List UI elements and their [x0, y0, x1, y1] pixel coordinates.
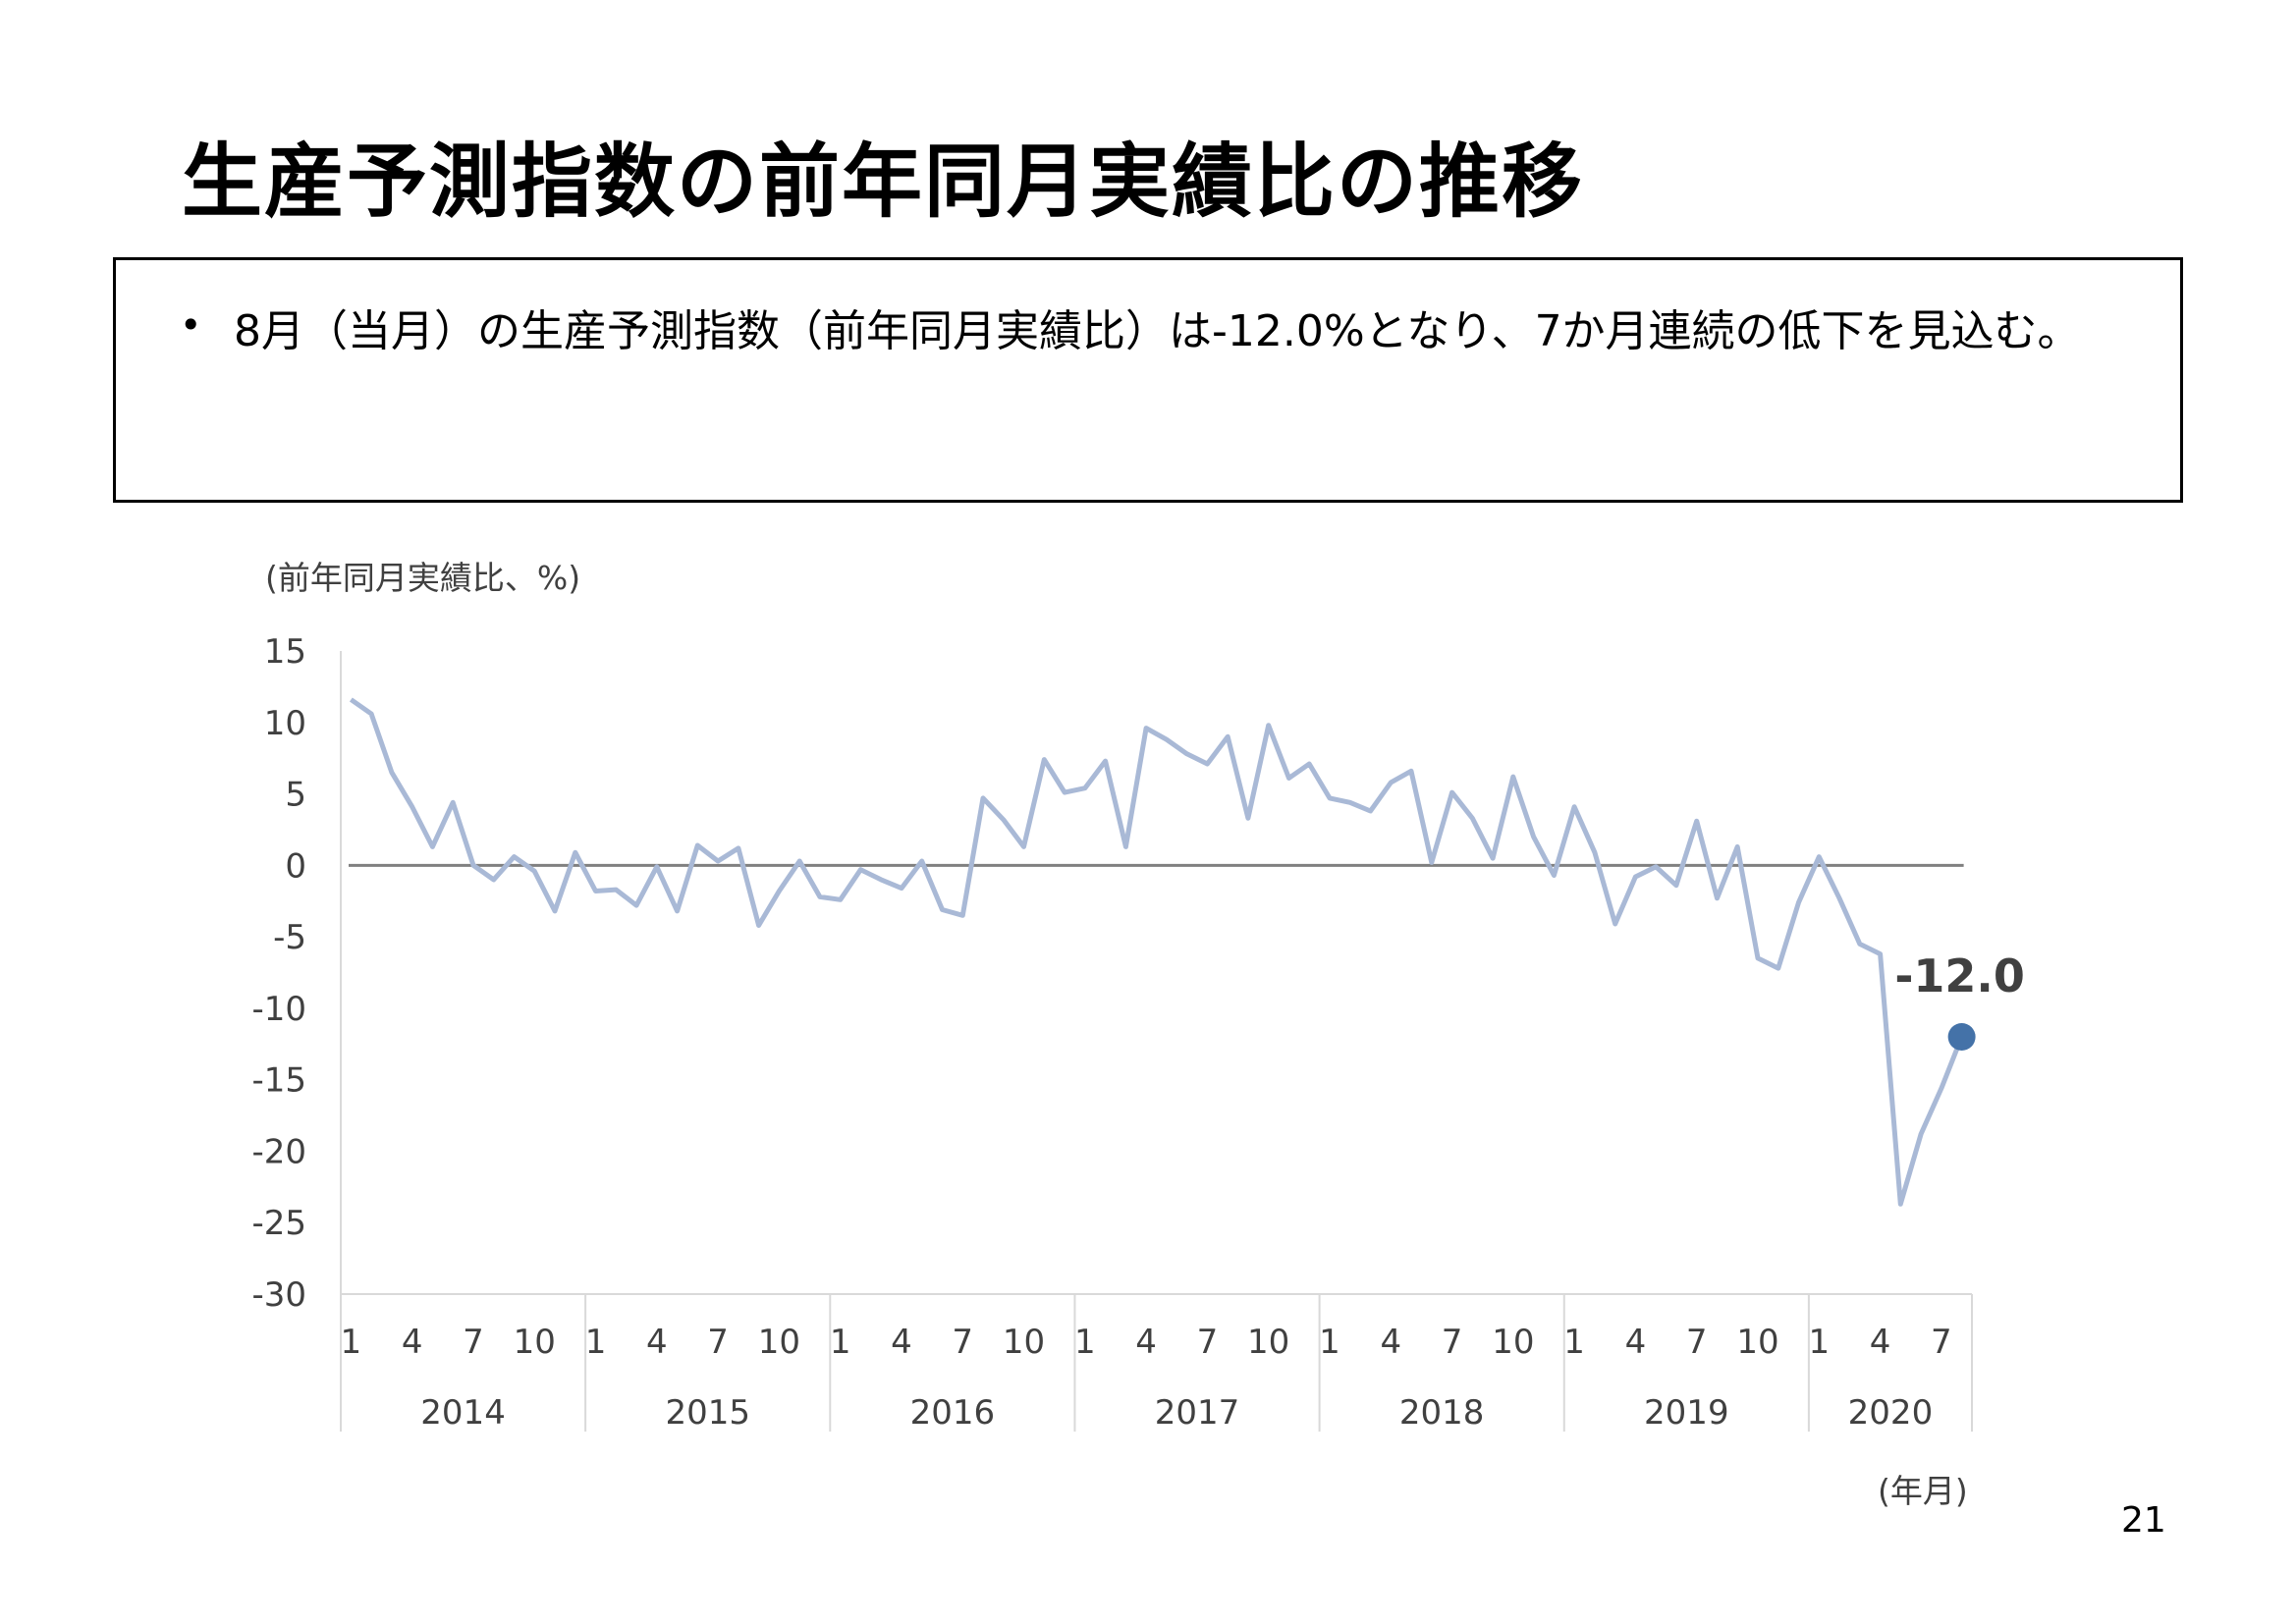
x-month-tick-label: 4: [646, 1323, 668, 1362]
x-month-tick-label: 7: [463, 1323, 484, 1362]
x-year-label: 2017: [1155, 1393, 1240, 1433]
y-axis-label: (前年同月実績比、%): [265, 559, 581, 597]
x-month-tick-label: 10: [758, 1323, 800, 1362]
x-month-tick-label: 1: [585, 1323, 607, 1362]
highlight-point: [1947, 1023, 1976, 1051]
y-tick-label: 0: [285, 846, 306, 886]
x-month-tick-label: 1: [1808, 1323, 1830, 1362]
x-year-label: 2018: [1399, 1393, 1485, 1433]
x-month-tick-label: 4: [1870, 1323, 1891, 1362]
x-month-tick-label: 10: [1492, 1323, 1534, 1362]
y-tick-label: -5: [273, 918, 306, 957]
x-month-tick-label: 1: [830, 1323, 851, 1362]
x-axis-label: (年月): [1878, 1472, 1968, 1510]
y-tick-label: 5: [285, 776, 306, 815]
x-month-tick-label: 4: [1625, 1323, 1647, 1362]
x-year-label: 2014: [420, 1393, 506, 1433]
x-month-tick-label: 7: [1931, 1323, 1952, 1362]
series-line: [349, 697, 1964, 1207]
y-tick-label: -10: [251, 990, 306, 1029]
x-month-tick-label: 1: [341, 1323, 362, 1362]
x-month-tick-label: 10: [1247, 1323, 1289, 1362]
x-month-tick-label: 1: [1319, 1323, 1340, 1362]
x-month-tick-label: 1: [1563, 1323, 1585, 1362]
x-month-tick-label: 10: [1003, 1323, 1045, 1362]
page-number: 21: [2121, 1500, 2166, 1541]
x-month-tick-label: 4: [402, 1323, 423, 1362]
x-month-tick-label: 7: [707, 1323, 729, 1362]
highlight-data-label: -12.0: [1894, 949, 2025, 1002]
x-month-tick-label: 7: [952, 1323, 973, 1362]
x-month-tick-label: 7: [1197, 1323, 1219, 1362]
x-year-label: 2015: [665, 1393, 750, 1433]
x-month-tick-label: 4: [1135, 1323, 1157, 1362]
x-year-label: 2019: [1644, 1393, 1729, 1433]
x-month-tick-label: 1: [1074, 1323, 1096, 1362]
y-tick-label: 15: [264, 632, 306, 672]
summary-text: 8月（当月）の生産予測指数（前年同月実績比）は-12.0%となり、7か月連続の低…: [234, 306, 2081, 356]
y-tick-label: -20: [251, 1132, 306, 1171]
x-month-tick-label: 7: [1686, 1323, 1708, 1362]
x-month-tick-label: 10: [514, 1323, 556, 1362]
x-year-label: 2016: [910, 1393, 996, 1433]
x-month-tick-label: 4: [891, 1323, 912, 1362]
bullet-icon: •: [180, 303, 202, 347]
y-tick-label: -30: [251, 1275, 306, 1315]
y-tick-label: -15: [251, 1061, 306, 1101]
page-title: 生産予測指数の前年同月実績比の推移: [182, 135, 1585, 229]
x-year-label: 2020: [1848, 1393, 1934, 1433]
summary-box: • 8月（当月）の生産予測指数（前年同月実績比）は-12.0%となり、7か月連続…: [113, 257, 2183, 503]
y-tick-label: 10: [264, 704, 306, 743]
x-month-tick-label: 7: [1442, 1323, 1463, 1362]
x-month-tick-label: 4: [1380, 1323, 1401, 1362]
x-month-tick-label: 10: [1736, 1323, 1778, 1362]
y-tick-label: -25: [251, 1204, 306, 1243]
